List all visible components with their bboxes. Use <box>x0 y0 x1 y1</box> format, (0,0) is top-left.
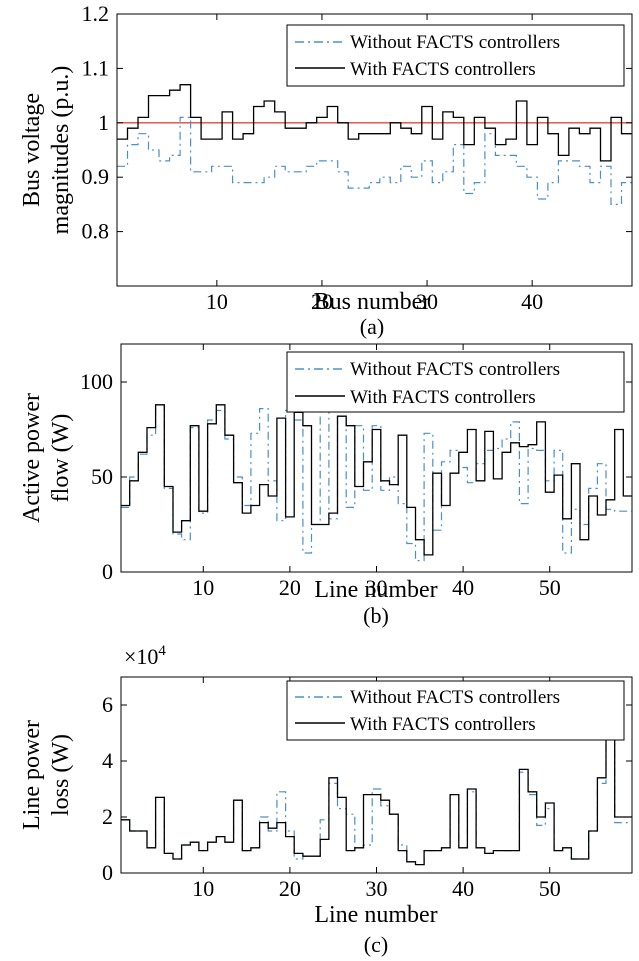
panel-b-y-axis-label-line1: Active power <box>19 393 45 523</box>
panel-c-y-axis-label-line1: Line power <box>19 720 45 830</box>
x-tick-label: 30 <box>366 876 388 901</box>
x-tick-label: 30 <box>416 289 438 314</box>
legend-box <box>286 680 625 741</box>
panel-c-xticks: 10 20 30 40 50 <box>192 677 561 901</box>
panel-b-yticks: 0 50 100 <box>80 369 632 584</box>
panel-a: 0.8 0.9 1 1.1 1.2 10 20 30 40 Without FACTS con… <box>19 1 633 339</box>
y-tick-label: 2 <box>102 804 113 829</box>
panel-c-caption: (c) <box>364 932 388 957</box>
y-tick-label: 1.2 <box>82 1 110 26</box>
panel-c-x-axis-label: Line number <box>314 902 437 928</box>
y-tick-label: 1 <box>98 110 109 135</box>
y-tick-label: 100 <box>80 369 113 394</box>
y-tick-label: 6 <box>102 692 113 717</box>
x-tick-label: 10 <box>192 876 214 901</box>
panel-c-y-axis-label-line2: loss (W) <box>48 734 74 816</box>
y-tick-label: 0 <box>102 860 113 885</box>
panel-b-caption: (b) <box>363 603 389 628</box>
series-without-facts-line <box>117 116 632 205</box>
panel-b-plot-frame <box>120 343 633 573</box>
panel-b-y-axis-label-line2: flow (W) <box>48 414 74 503</box>
y-tick-label: 50 <box>91 464 113 489</box>
panel-c-series <box>121 715 632 866</box>
panel-b-series <box>121 404 632 562</box>
legend-label-with: With FACTS controllers <box>350 387 536 408</box>
legend-box <box>286 351 625 413</box>
x-tick-label: 20 <box>311 289 333 314</box>
panel-a-series <box>117 84 632 205</box>
panel-b-x-axis-label: Line number <box>314 577 437 603</box>
series-with-facts-line <box>117 84 632 162</box>
series-with-facts-line <box>121 404 632 556</box>
multiplier-exponent: 4 <box>158 643 166 659</box>
x-tick-label: 20 <box>279 876 301 901</box>
panel-c-legend: Without FACTS controllers With FACTS con… <box>286 680 625 741</box>
series-without-facts-line <box>121 404 632 562</box>
panel-b-xticks: 10 20 30 40 50 <box>192 344 561 600</box>
panel-a-x-axis-label: Bus number <box>314 289 431 315</box>
legend-label-without: Without FACTS controllers <box>350 32 560 53</box>
legend-label-with: With FACTS controllers <box>350 714 536 735</box>
legend-label-without: Without FACTS controllers <box>350 687 560 708</box>
x-tick-label: 20 <box>279 575 301 600</box>
x-tick-label: 40 <box>452 575 474 600</box>
legend-label-with: With FACTS controllers <box>350 59 536 80</box>
panel-a-caption: (a) <box>360 314 384 339</box>
legend-label-without: Without FACTS controllers <box>350 359 560 380</box>
x-tick-label: 30 <box>366 575 388 600</box>
legend-box <box>286 24 625 87</box>
panel-a-xticks: 10 20 30 40 <box>206 14 543 314</box>
panel-c-y-multiplier: ×104 <box>124 643 166 669</box>
x-tick-label: 50 <box>539 876 561 901</box>
panel-a-legend: Without FACTS controllers With FACTS con… <box>286 24 625 87</box>
panel-a-y-axis-label-line2: magnitudes (p.u.) <box>48 66 74 235</box>
x-tick-label: 40 <box>452 876 474 901</box>
panel-b: 0 50 100 10 20 30 40 50 Without FACTS controll… <box>19 343 633 628</box>
y-tick-label: 4 <box>102 748 113 773</box>
y-tick-label: 0 <box>102 559 113 584</box>
panel-b-legend: Without FACTS controllers With FACTS con… <box>286 351 625 413</box>
x-tick-label: 50 <box>539 575 561 600</box>
y-tick-label: 0.8 <box>82 219 110 244</box>
panel-a-plot-frame <box>116 13 633 287</box>
panel-a-y-axis-label-line1: Bus voltage <box>19 93 45 207</box>
x-tick-label: 40 <box>521 289 543 314</box>
y-tick-label: 1.1 <box>82 55 110 80</box>
panel-a-yticks: 0.8 0.9 1 1.1 1.2 <box>82 1 632 244</box>
panel-c-plot-frame <box>120 676 633 874</box>
x-tick-label: 10 <box>192 575 214 600</box>
x-tick-label: 10 <box>206 289 228 314</box>
multiplier-base: ×10 <box>124 644 158 669</box>
y-tick-label: 0.9 <box>82 164 110 189</box>
series-with-facts-line <box>121 715 632 866</box>
